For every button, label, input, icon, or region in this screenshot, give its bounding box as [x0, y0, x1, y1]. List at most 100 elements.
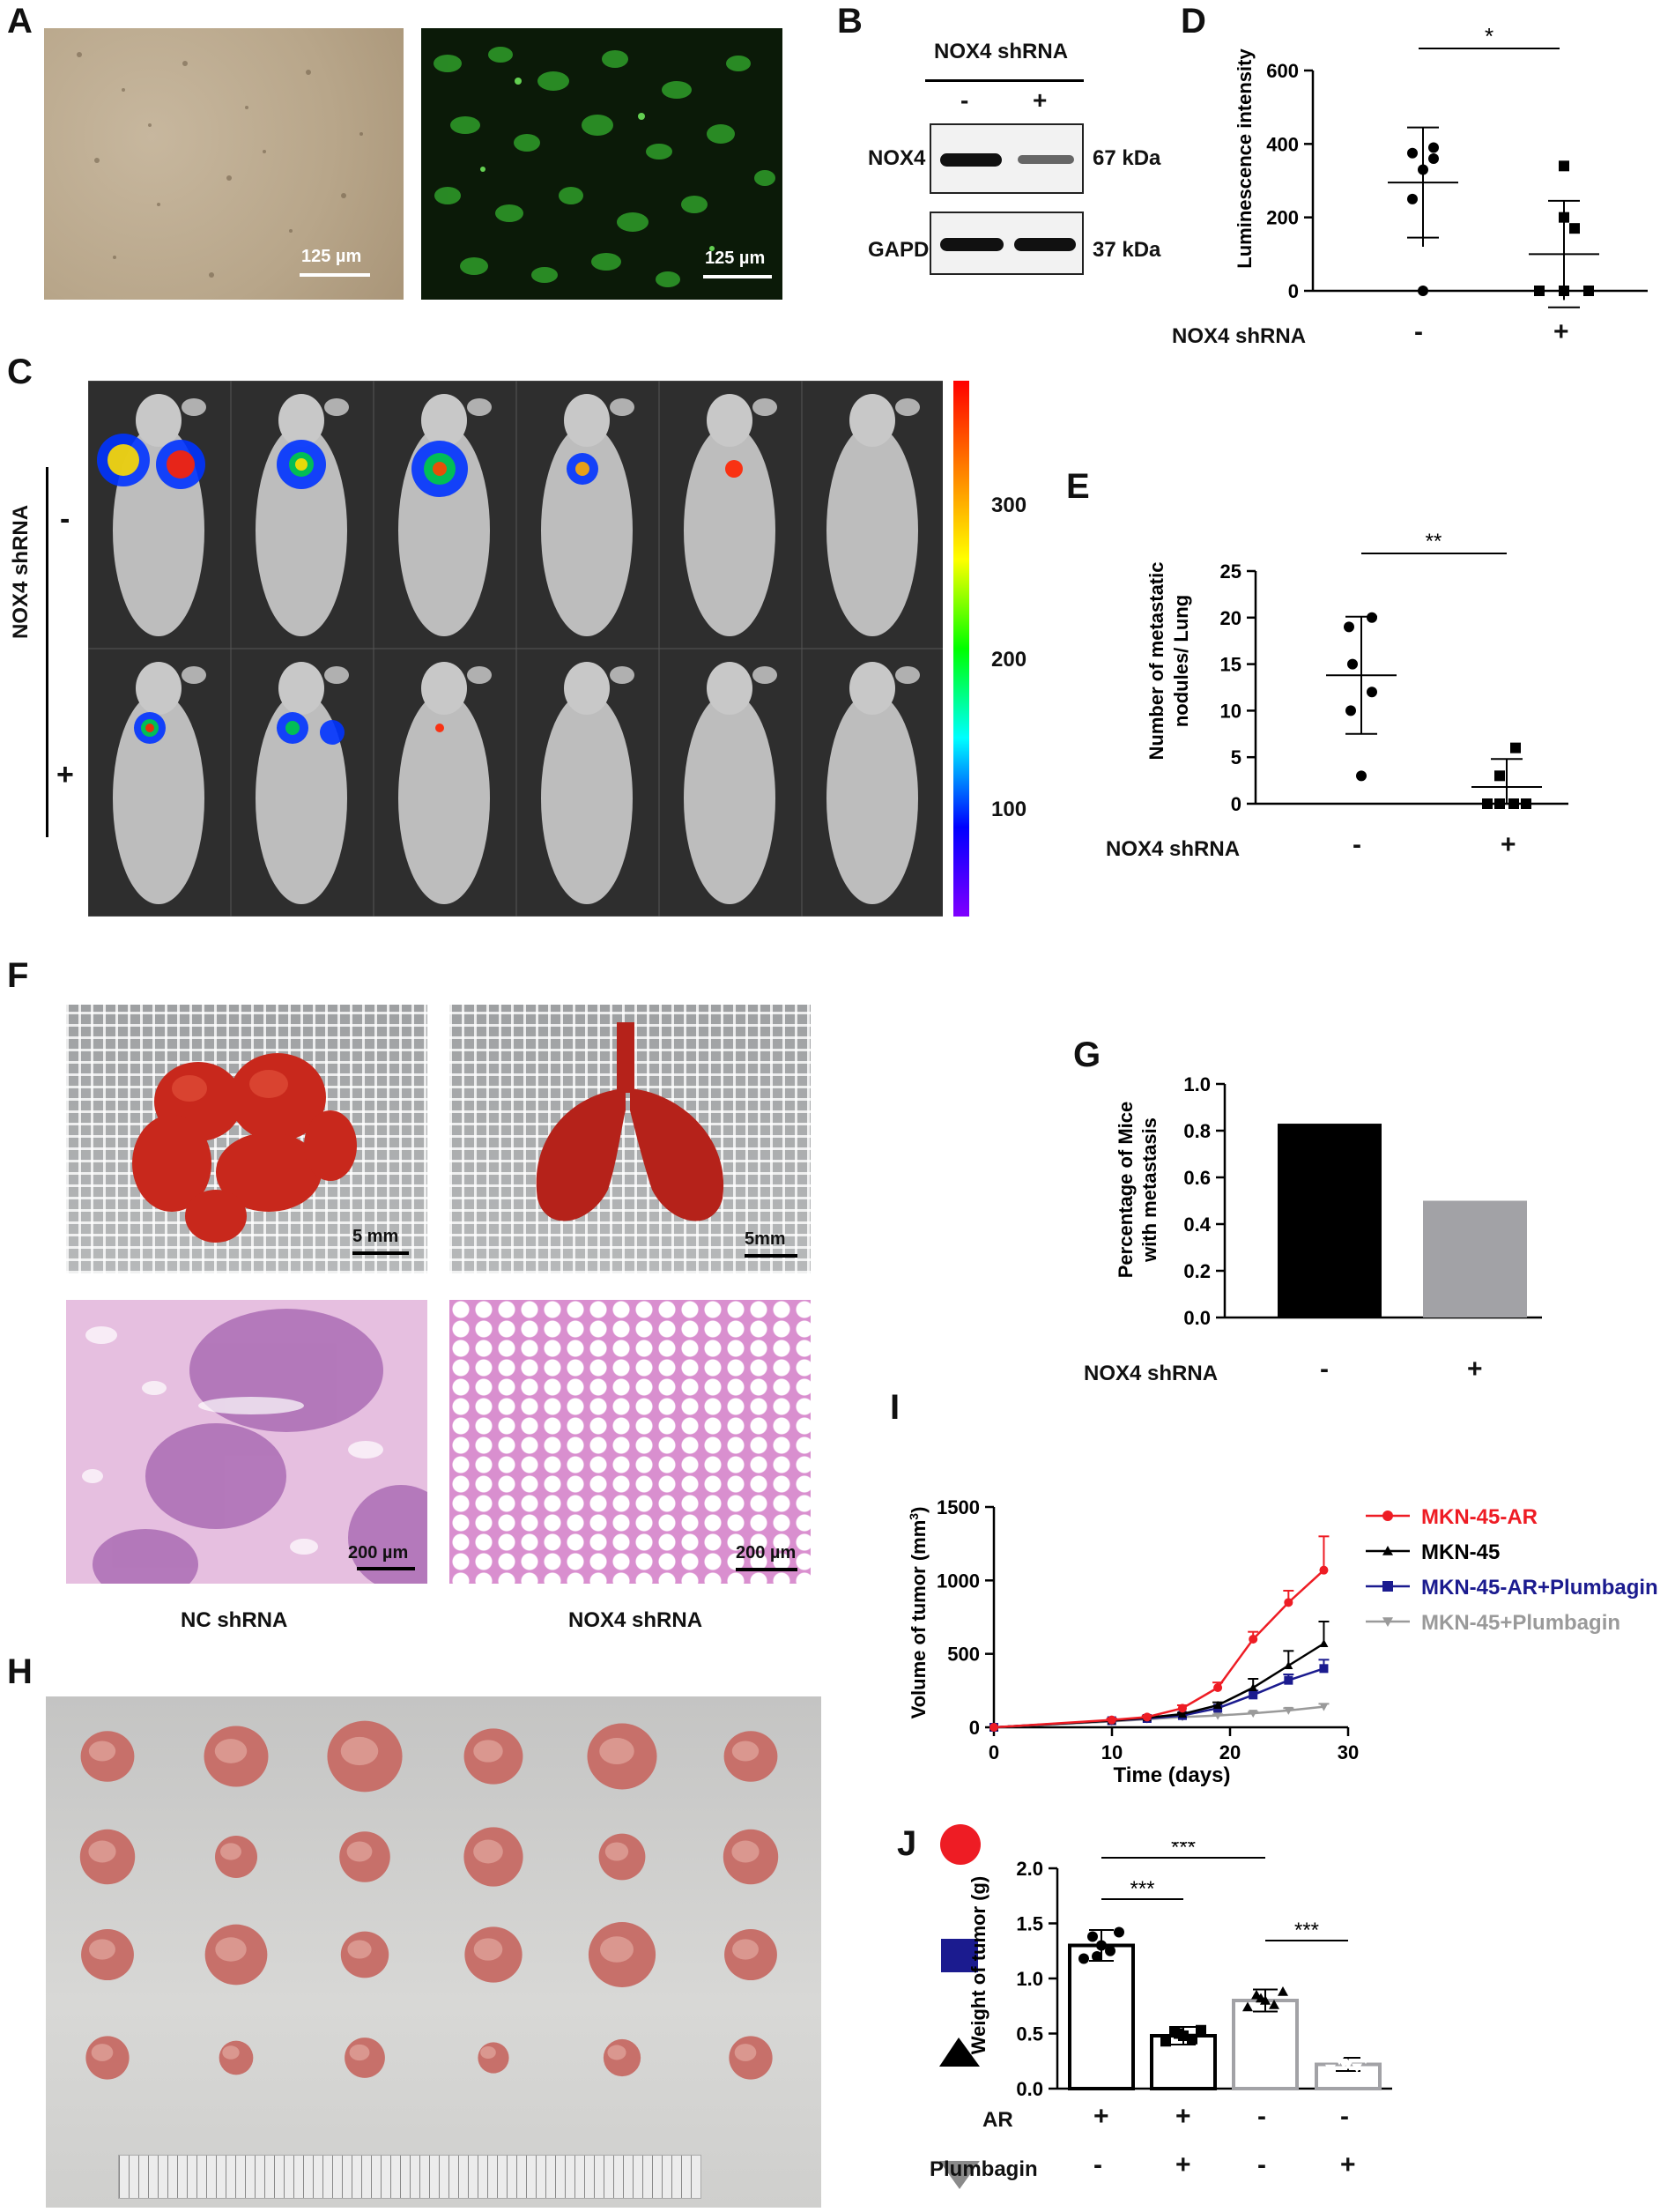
chart-g: Percentage of Mice with metastasis 0.0 0.… [1115, 1073, 1542, 1329]
panel-c-side-label: NOX4 shRNA [9, 504, 33, 639]
chart-d-xrow-plus: + [1553, 317, 1569, 346]
data-point [1319, 1639, 1329, 1647]
series-line [993, 1667, 1324, 1729]
panel-c-row-minus: - [60, 502, 70, 536]
gapdh-band-minus [940, 238, 1004, 251]
mouse-ear [752, 398, 777, 416]
data-point [1196, 2024, 1206, 2036]
data-point [1177, 1710, 1187, 1718]
chart-j-row2-label: Plumbagin [930, 2157, 1038, 2181]
chart-e-ylabel-1: Number of metastatic [1145, 562, 1167, 761]
mouse-head [278, 662, 324, 715]
luminescence-spot [433, 462, 447, 476]
scale-label-f-tr: 5mm [745, 1229, 786, 1249]
mouse-head [849, 662, 895, 715]
data-point [1583, 286, 1594, 296]
data-point [989, 1723, 998, 1732]
data-point [1256, 1993, 1266, 2003]
blot-header: NOX4 shRNA [934, 40, 1069, 63]
data-point [1338, 2059, 1349, 2069]
tumor-highlight [215, 1937, 247, 1962]
data-point [1367, 612, 1377, 623]
y-tick-label: 0.0 [1016, 2078, 1043, 2100]
condition-sign: - [1340, 2102, 1349, 2131]
mouse-ear [324, 666, 349, 684]
scale-label-f-tl: 5 mm [352, 1227, 399, 1246]
mouse-ear [467, 666, 492, 684]
mouse-ear [467, 398, 492, 416]
y-tick-label: 10 [1220, 700, 1241, 722]
tumor-highlight [607, 2045, 626, 2060]
tumor-highlight [734, 2044, 757, 2061]
data-point [1559, 212, 1569, 223]
group-marker-triangle-down [939, 2161, 980, 2189]
data-point [1174, 2028, 1184, 2039]
y-tick-label: 200 [1266, 207, 1299, 229]
bar [1068, 1943, 1135, 2090]
chart-d-yticks: 0 200 400 600 [1266, 60, 1313, 302]
y-tick-label: 0.4 [1183, 1214, 1211, 1236]
data-point [1269, 2000, 1279, 2009]
chart-d-ylabel: Luminescence intensity [1234, 48, 1256, 269]
tumor-highlight [214, 1739, 248, 1763]
y-tick-label: 500 [947, 1644, 980, 1666]
data-point [1428, 153, 1439, 164]
lung-photo-nc: 5 mm [66, 1005, 427, 1273]
data-point [1249, 1683, 1258, 1691]
data-point [1105, 1945, 1115, 1956]
scale-bar-a-left [300, 273, 370, 277]
tumor-photo [46, 1696, 821, 2208]
mouse-head [278, 394, 324, 447]
tumor-highlight [473, 1740, 503, 1763]
chart-d-xrow-label: NOX4 shRNA [1172, 324, 1307, 348]
data-point [1569, 223, 1580, 234]
condition-sign: + [1340, 2150, 1356, 2179]
brightfield-micrograph: 125 µm [44, 28, 404, 300]
scale-bar-f-br [736, 1568, 797, 1571]
mouse-body [541, 693, 633, 904]
bar [1232, 1999, 1299, 2090]
panel-label-a: A [7, 2, 33, 41]
bar [1423, 1200, 1527, 1318]
tumor-highlight [88, 1840, 116, 1863]
mouse-head [849, 394, 895, 447]
chart-e-xrow-minus: - [1353, 830, 1361, 859]
mouse-body [684, 693, 775, 904]
luminescence-colorbar [953, 381, 969, 917]
legend-marker [1382, 1546, 1393, 1555]
scale-label-f-br: 200 µm [736, 1543, 797, 1563]
y-tick-label: 25 [1220, 560, 1241, 583]
tumor-highlight [340, 1736, 379, 1766]
nox4-band-label: NOX4 [868, 146, 926, 170]
group-marker-triangle-up [939, 2038, 980, 2067]
mouse-ear [610, 666, 634, 684]
data-point [1352, 2063, 1362, 2074]
luminescence-spot [167, 450, 195, 479]
data-point [1213, 1683, 1223, 1692]
luminescence-spot [107, 444, 139, 476]
colorbar-tick-200: 200 [991, 648, 1027, 672]
data-point [1508, 798, 1519, 809]
chart-j-row1-label: AR [982, 2108, 1013, 2132]
tumor-highlight [91, 2044, 114, 2061]
data-point [1160, 2036, 1171, 2047]
data-point [1278, 1986, 1288, 1996]
mouse-ear [610, 398, 634, 416]
tumor-highlight [604, 1842, 629, 1861]
mouse-head [564, 394, 610, 447]
luminescence-spot [320, 720, 345, 745]
y-tick-label: 400 [1266, 133, 1299, 155]
mouse-ear [895, 666, 920, 684]
panel-label-b: B [837, 2, 863, 41]
y-tick-label: 1.0 [1016, 1968, 1043, 1990]
gapdh-band-plus [1014, 238, 1076, 251]
y-tick-label: 20 [1220, 607, 1241, 629]
tumor-highlight [480, 2045, 496, 2060]
y-tick-label: 0 [969, 1717, 980, 1739]
data-point [1213, 1701, 1223, 1709]
scale-label-a-right: 125 µm [705, 249, 766, 268]
data-point [1284, 1675, 1293, 1685]
legend-label: MKN-45 [1421, 1540, 1500, 1564]
legend-marker [1382, 1617, 1393, 1627]
blot-minus: - [960, 86, 969, 114]
